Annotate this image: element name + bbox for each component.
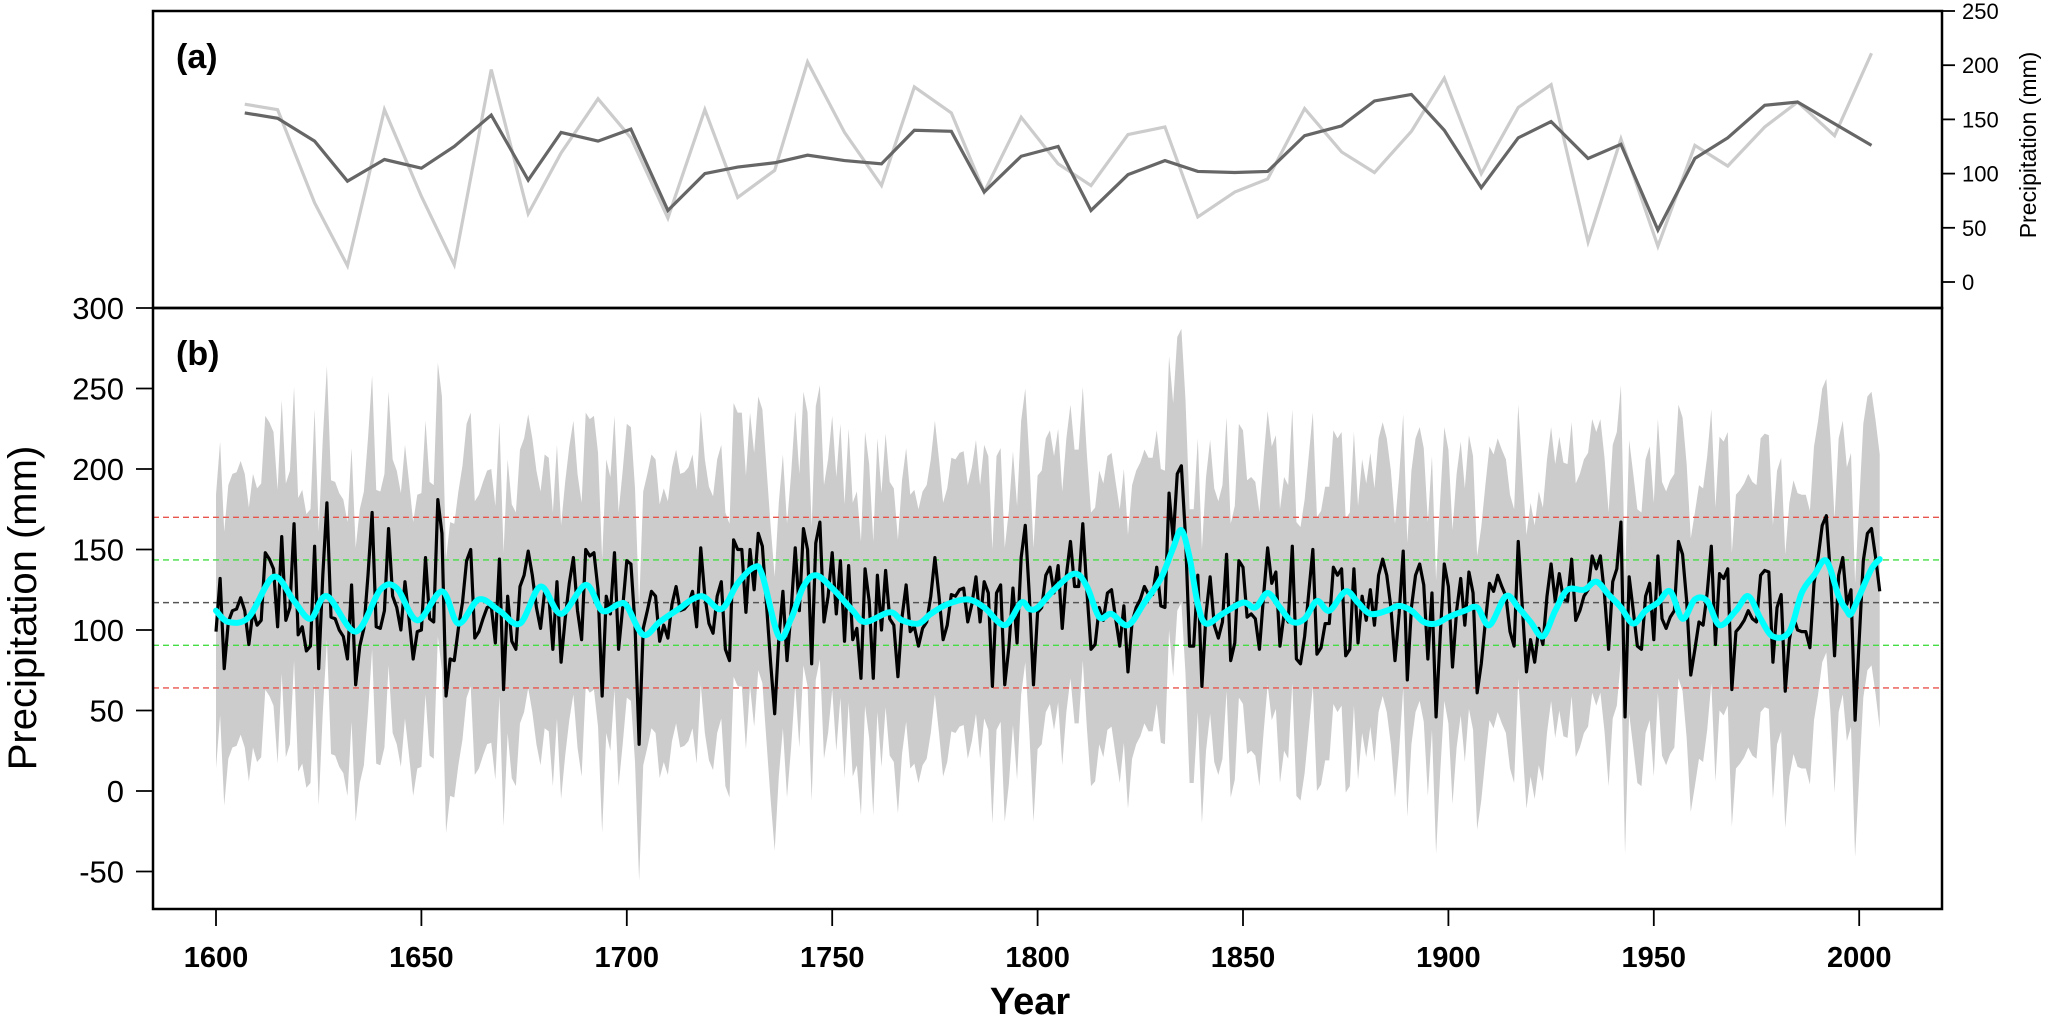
panel-a-frame [151,9,1944,310]
y-tick-label-left: 100 [72,613,124,648]
axes: -50 0 50 100 150 200 250 300 0 50 100 150 200 250 1600… [72,0,1998,974]
y-tick-label-right: 100 [1962,162,1999,187]
y-tick-label-left: 250 [72,372,124,407]
y-axis-title-right: Precipitation (mm) [2015,52,2041,239]
x-tick-label: 1700 [595,942,660,974]
panel-b-frame [151,306,1944,911]
x-tick-label: 1650 [389,942,454,974]
uncertainty-band [216,328,1880,882]
x-tick-label: 1850 [1211,942,1276,974]
annual-series-line [214,464,1882,746]
y-tick-label-right: 150 [1962,107,1999,132]
x-axis-title: Year [990,981,1071,1021]
panel-a [244,52,1873,271]
y-tick-label-right: 0 [1962,270,1974,295]
x-tick-label: 1600 [184,942,249,974]
y-axis-title-left: Precipitation (mm) [1,446,45,771]
panel-a-label: (a) [176,38,218,76]
light-series-line [244,52,1873,271]
x-tick-label: 1800 [1005,942,1070,974]
dark-series-line [244,92,1873,234]
y-tick-label-left: 200 [72,452,124,487]
x-tick-label: 1950 [1622,942,1687,974]
y-tick-label-left: 50 [90,694,124,729]
x-tick-label: 1900 [1416,942,1481,974]
x-tick-label: 1750 [800,942,865,974]
x-tick-label: 2000 [1827,942,1892,974]
y-tick-label-right: 250 [1962,0,1999,24]
panel-b-label: (b) [176,335,219,373]
smoothed-series-line [213,527,1883,642]
panel-b [153,328,1942,882]
y-tick-label-right: 200 [1962,53,1999,78]
y-tick-label-right: 50 [1962,216,1986,241]
y-tick-label-left: 300 [72,291,124,326]
y-tick-label-left: 0 [107,774,124,809]
y-tick-label-left: 150 [72,533,124,568]
y-tick-label-left: -50 [79,855,124,890]
